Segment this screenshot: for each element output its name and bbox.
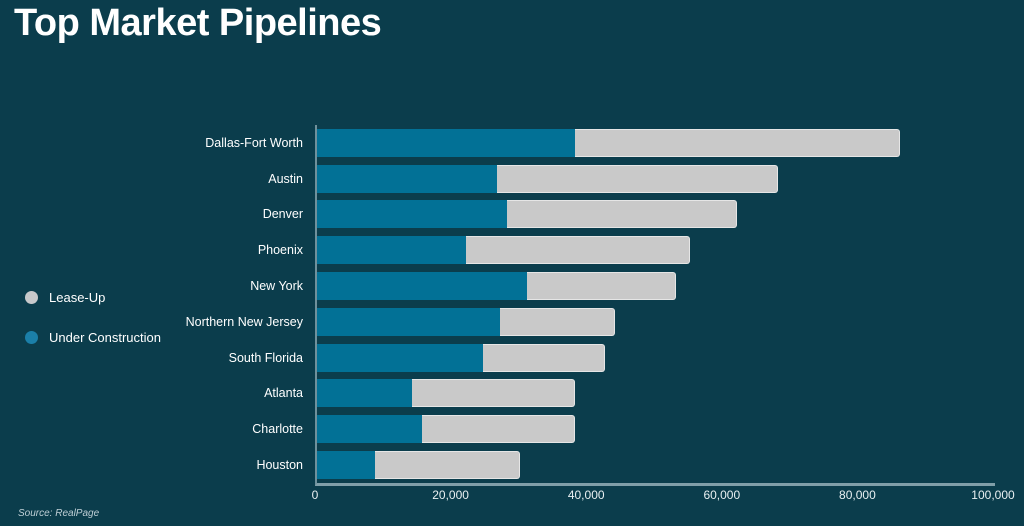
bar-row: [317, 197, 995, 233]
x-axis-tick-label: 100,000: [971, 488, 1015, 502]
bar-row: [317, 447, 995, 483]
category-label: Houston: [256, 458, 303, 473]
category-label: Phoenix: [257, 243, 303, 258]
bar-segment-lease-up: [466, 236, 690, 265]
legend-dot-icon: [25, 291, 38, 304]
bar-row: [317, 161, 995, 197]
stacked-bar: [317, 128, 995, 157]
bar-segment-under-construction: [317, 451, 375, 480]
bar-row: [317, 340, 995, 376]
category-label: South Florida: [228, 350, 303, 365]
category-label: Northern New Jersey: [185, 314, 303, 329]
legend-dot-icon: [25, 331, 38, 344]
bar-segment-lease-up: [500, 307, 616, 336]
stacked-bar: [317, 272, 995, 301]
x-axis-tick-label: 20,000: [432, 488, 469, 502]
category-label: Charlotte: [252, 422, 303, 437]
stacked-bar: [317, 451, 995, 480]
stacked-bar: [317, 343, 995, 372]
x-axis-tick-label: 0: [311, 488, 319, 502]
category-label: Atlanta: [264, 386, 303, 401]
stacked-bar: [317, 164, 995, 193]
bar-segment-lease-up: [496, 164, 779, 193]
bar-row: [317, 232, 995, 268]
bar-segment-under-construction: [317, 272, 528, 301]
plot-area: [315, 125, 995, 486]
bar-segment-under-construction: [317, 415, 423, 444]
bar-segment-lease-up: [527, 272, 677, 301]
y-axis-category-labels: Dallas-Fort Worth Austin Denver Phoenix New …: [0, 125, 303, 483]
x-axis-tick-label: 60,000: [703, 488, 741, 502]
legend: Lease-Up Under Construction: [25, 290, 161, 370]
legend-item: Lease-Up: [25, 290, 161, 305]
bar-segment-lease-up: [411, 379, 575, 408]
bar-segment-under-construction: [317, 379, 412, 408]
x-axis-tick-label: 40,000: [567, 488, 605, 502]
bar-segment-lease-up: [506, 200, 738, 229]
bar-row: [317, 268, 995, 304]
stacked-bar: [317, 307, 995, 336]
category-label: Dallas-Fort Worth: [205, 135, 303, 150]
stacked-bar: [317, 379, 995, 408]
bar-segment-under-construction: [317, 307, 501, 336]
stacked-bar: [317, 236, 995, 265]
bar-segment-lease-up: [574, 128, 901, 157]
bar-segment-under-construction: [317, 164, 497, 193]
category-label: Denver: [262, 207, 303, 222]
bar-segment-lease-up: [422, 415, 575, 444]
category-label: Austin: [268, 171, 303, 186]
bar-row: [317, 125, 995, 161]
x-axis-tick-label: 80,000: [839, 488, 876, 502]
legend-item: Under Construction: [25, 330, 161, 345]
bar-segment-lease-up: [374, 451, 521, 480]
stacked-bar: [317, 415, 995, 444]
bar-segment-under-construction: [317, 128, 575, 157]
x-axis-tick-labels: 0 20,000 40,000 60,000 80,000 100,000: [311, 488, 1015, 504]
source-note: Source: RealPage: [18, 508, 100, 519]
bar-row: [317, 304, 995, 340]
legend-label: Lease-Up: [49, 290, 106, 305]
legend-label: Under Construction: [49, 330, 161, 345]
bar-segment-lease-up: [483, 343, 606, 372]
bar-row: [317, 411, 995, 447]
chart-title: Top Market Pipelines: [14, 2, 382, 44]
bar-segment-under-construction: [317, 343, 484, 372]
bar-segment-under-construction: [317, 236, 467, 265]
stacked-bar: [317, 200, 995, 229]
bar-segment-under-construction: [317, 200, 507, 229]
category-label: New York: [250, 279, 303, 294]
bar-row: [317, 376, 995, 412]
